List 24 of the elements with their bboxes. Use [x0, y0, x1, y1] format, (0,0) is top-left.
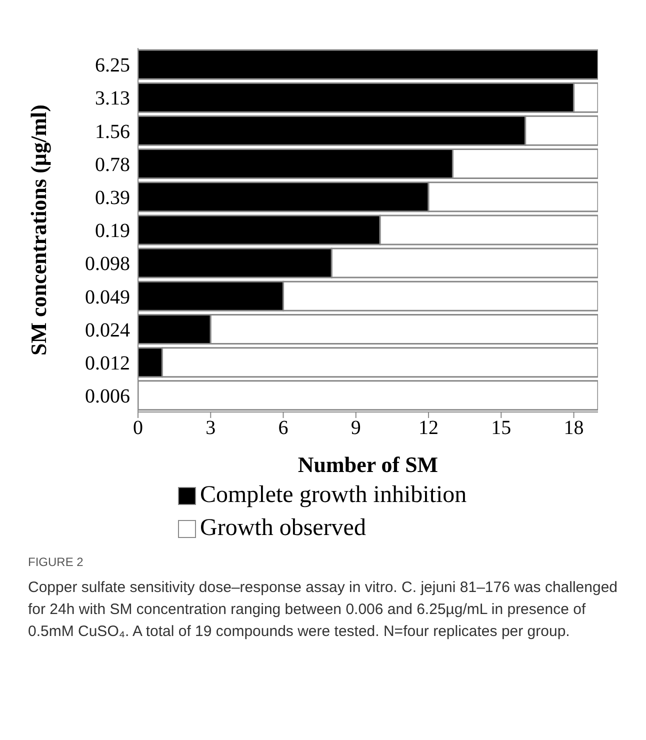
- x-tick-label: 18: [564, 417, 584, 440]
- legend-label: Growth observed: [200, 515, 366, 542]
- y-tick-label: 6.25: [95, 54, 130, 77]
- x-tick-label: 6: [278, 417, 288, 440]
- y-tick-label: 0.049: [85, 286, 130, 308]
- legend-label: Complete growth inhibition: [200, 482, 467, 509]
- y-tick-label: 0.024: [85, 319, 130, 342]
- x-tick-label: 3: [206, 417, 216, 440]
- y-tick-label: 3.13: [95, 88, 130, 110]
- x-tick-label: 12: [418, 417, 439, 440]
- x-axis-title: Number of SM: [298, 452, 438, 477]
- y-tick-label: 0.39: [95, 187, 130, 210]
- x-tick-label: 9: [350, 417, 361, 440]
- y-tick-label: 0.006: [85, 386, 130, 408]
- x-tick-label: 0: [133, 417, 143, 440]
- x-tick-label: 15: [491, 417, 512, 440]
- y-tick-label: 1.56: [95, 120, 130, 143]
- y-tick-label: 0.78: [95, 154, 130, 176]
- caption: FIGURE 2: [28, 554, 84, 571]
- text: Copper sulfate sensitivity dose–response assay in vitro. C. jejuni 81–176 was challenged for 24h with SM concentration ranging between 0.006 and 6.25µg/mL in presence of 0.5mM CuSO₄. A total of 19 compounds were tested. N=four replicates per group.: [28, 578, 618, 642]
- y-axis-title: SM concentrations (µg/ml): [26, 104, 51, 356]
- y-tick-label: 0.19: [95, 220, 130, 242]
- y-tick-label: 0.098: [85, 253, 130, 276]
- y-tick-label: 0.012: [85, 352, 130, 374]
